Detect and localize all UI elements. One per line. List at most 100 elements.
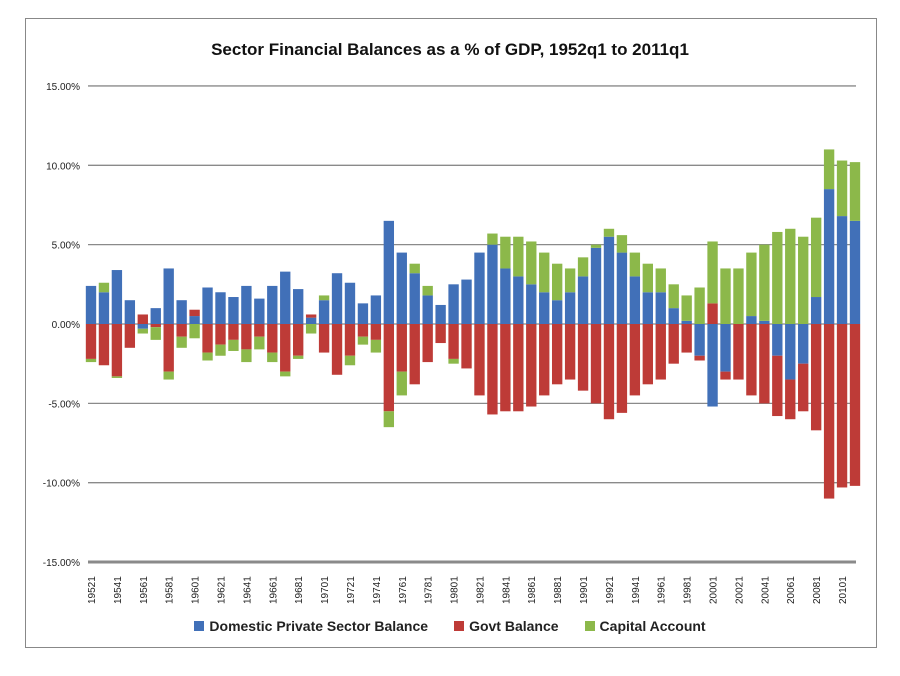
legend: Domestic Private Sector Balance Govt Bal… [0, 618, 900, 634]
bar-capital-1983 [487, 233, 498, 245]
bar-govt-2001 [720, 371, 731, 380]
bar-govt-1993 [616, 324, 628, 413]
x-tick-label: 19901 [579, 576, 590, 604]
bar-private-2001 [720, 324, 731, 372]
y-tick-label: -15.00% [43, 558, 80, 569]
bar-govt-1955 [124, 324, 136, 348]
x-tick-label: 19841 [501, 576, 512, 604]
bar-govt-1954 [111, 324, 123, 377]
bar-private-1982 [474, 252, 485, 324]
bar-private-2007 [798, 324, 809, 364]
bar-private-1961 [202, 287, 213, 324]
bar-govt-1961 [202, 324, 213, 353]
bar-govt-1998 [681, 324, 692, 353]
bar-capital-1952 [85, 358, 97, 363]
bar-govt-1960 [189, 309, 200, 317]
bar-private-2003 [746, 316, 757, 324]
bar-govt-1984 [500, 324, 511, 412]
bar-private-1995 [642, 292, 653, 324]
bar-govt-1962 [215, 324, 226, 345]
bar-govt-1976 [396, 324, 407, 372]
bar-capital-1953 [98, 282, 110, 293]
bar-private-1958 [163, 268, 174, 324]
bar-govt-1981 [461, 324, 472, 369]
bar-capital-1964 [241, 349, 252, 363]
bar-private-1964 [241, 285, 252, 324]
x-tick-label: 20081 [812, 576, 823, 604]
bar-private-1955 [124, 300, 136, 324]
y-tick-label: 10.00% [46, 161, 80, 172]
x-tick-label: 19581 [165, 576, 176, 604]
bar-govt-1963 [228, 324, 239, 340]
bar-capital-1991 [590, 244, 602, 248]
bar-private-1957 [150, 308, 161, 324]
bar-capital-2004 [759, 244, 770, 321]
bar-capital-1973 [357, 336, 369, 345]
bar-private-1998 [681, 320, 692, 324]
x-tick-label: 19921 [605, 576, 616, 604]
bar-private-2008 [810, 297, 822, 324]
bar-govt-2003 [746, 324, 757, 396]
bar-private-1981 [461, 279, 472, 324]
bar-capital-1968 [293, 355, 304, 359]
bar-govt-1985 [513, 324, 524, 412]
bar-govt-1986 [526, 324, 537, 407]
bar-govt-1991 [590, 324, 602, 404]
bar-capital-1970 [318, 295, 330, 301]
bar-capital-1987 [539, 252, 550, 293]
bar-private-1953 [98, 292, 110, 324]
bar-private-1965 [254, 298, 265, 324]
legend-item-govt: Govt Balance [454, 618, 559, 634]
legend-swatch-capital [584, 621, 595, 631]
bar-govt-1956 [137, 314, 148, 324]
chart-frame [25, 18, 877, 648]
bar-govt-1988 [551, 324, 563, 385]
bar-govt-1990 [577, 324, 589, 391]
x-tick-label: 20061 [786, 576, 797, 604]
bar-private-1997 [668, 308, 679, 324]
bar-private-1987 [539, 292, 550, 324]
bar-private-1985 [513, 276, 524, 324]
x-tick-label: 19821 [475, 576, 486, 604]
bar-private-1967 [280, 271, 291, 324]
bar-private-1973 [357, 303, 369, 324]
x-tick-label: 19641 [242, 576, 253, 604]
bar-govt-1957 [150, 324, 161, 328]
x-tick-label: 19721 [346, 576, 357, 604]
bar-govt-1973 [357, 324, 369, 337]
legend-swatch-private [194, 621, 205, 631]
x-tick-label: 19981 [683, 576, 694, 604]
bar-govt-1952 [85, 324, 97, 359]
bar-govt-1958 [163, 324, 174, 372]
chart-title: Sector Financial Balances as a % of GDP,… [211, 40, 689, 59]
x-tick-label: 19881 [553, 576, 564, 604]
x-tick-label: 19741 [372, 576, 383, 604]
bar-govt-1992 [603, 324, 615, 420]
x-tick-label: 20041 [760, 576, 771, 604]
bar-govt-1968 [293, 324, 304, 356]
bar-govt-1977 [409, 324, 420, 385]
bar-private-1956 [137, 324, 148, 329]
bar-govt-2004 [759, 324, 770, 404]
bar-govt-1978 [422, 324, 433, 363]
bar-govt-2008 [810, 324, 822, 431]
bar-private-1972 [344, 282, 356, 324]
bar-private-1979 [435, 304, 446, 324]
bar-govt-2009 [823, 324, 835, 499]
legend-label-govt: Govt Balance [469, 618, 559, 634]
bar-govt-2000 [707, 303, 718, 324]
bar-govt-2007 [798, 363, 809, 412]
bar-govt-1982 [474, 324, 485, 396]
x-tick-label: 20021 [734, 576, 745, 604]
x-tick-label: 19621 [216, 576, 227, 604]
bar-private-2005 [772, 324, 783, 356]
bar-private-1991 [590, 247, 602, 324]
bar-private-1990 [577, 276, 589, 324]
legend-item-private: Domestic Private Sector Balance [194, 618, 428, 634]
x-tick-label: 19661 [268, 576, 279, 604]
x-tick-label: 19521 [87, 576, 98, 604]
bar-private-2004 [759, 320, 770, 324]
bar-capital-1994 [629, 252, 641, 277]
bar-capital-1998 [681, 295, 692, 321]
legend-label-capital: Capital Account [599, 618, 706, 634]
